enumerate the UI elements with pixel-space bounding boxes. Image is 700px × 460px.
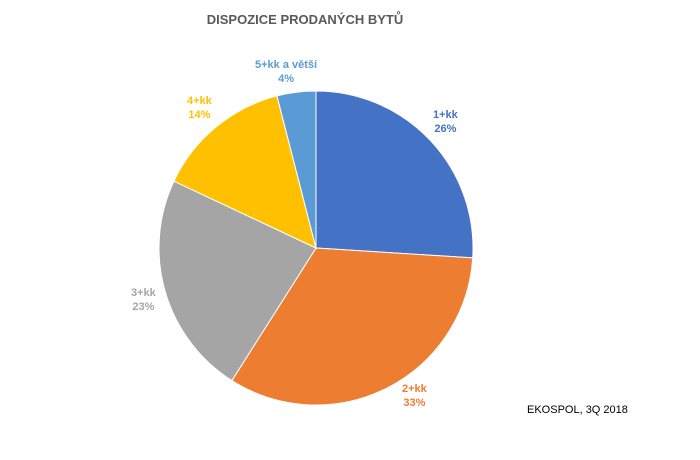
slice-label-4kk: 4+kk 14%	[187, 94, 212, 122]
slice-label-value: 26%	[434, 123, 457, 135]
slice-label-name: 2+kk	[402, 383, 427, 395]
slice-label-name: 1+kk	[433, 109, 458, 121]
pie-slice-1kk	[315, 90, 474, 259]
slice-label-5kk-and-larger: 5+kk a větší 4%	[255, 58, 317, 86]
slice-label-value: 23%	[132, 301, 155, 313]
pie-slice-2kk	[231, 247, 474, 406]
pie-slice-4kk	[173, 95, 317, 249]
slice-label-1kk: 1+kk 26%	[433, 108, 458, 136]
pie-slice-5kk-and-larger	[276, 90, 317, 249]
slice-label-2kk: 2+kk 33%	[402, 382, 427, 410]
slice-label-value: 14%	[188, 109, 211, 121]
pie-slice-3kk	[158, 180, 317, 382]
source-note: EKOSPOL, 3Q 2018	[527, 404, 628, 416]
slice-label-name: 5+kk a větší	[255, 59, 318, 71]
chart-title: DISPOZICE PRODANÝCH BYTŮ	[206, 12, 404, 27]
slice-label-name: 3+kk	[131, 287, 156, 299]
slice-label-name: 4+kk	[187, 95, 212, 107]
slice-label-3kk: 3+kk 23%	[131, 286, 156, 314]
slice-label-value: 4%	[278, 73, 294, 85]
slice-label-value: 33%	[403, 397, 426, 409]
